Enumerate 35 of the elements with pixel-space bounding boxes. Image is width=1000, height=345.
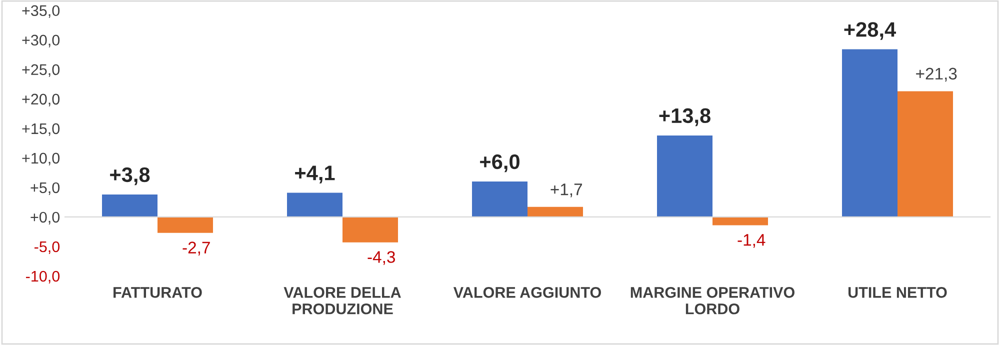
bar	[158, 216, 213, 233]
y-tick-label: -10,0	[26, 270, 60, 284]
x-tick-label: MARGINE OPERATIVO LORDO	[630, 287, 794, 314]
data-label: +6,0	[480, 154, 520, 172]
y-tick-label: +15,0	[22, 123, 60, 136]
y-tick-label: +10,0	[22, 152, 60, 166]
bar	[842, 49, 898, 217]
y-tick-label: +25,0	[22, 64, 60, 77]
x-tick-label: UTILE NETTO	[848, 287, 947, 298]
bar	[528, 206, 583, 217]
x-tick-label: VALORE AGGIUNTO	[453, 287, 601, 298]
y-tick-label: +35,0	[22, 5, 60, 18]
bar	[712, 216, 768, 226]
data-label: +28,4	[844, 22, 896, 40]
data-label: +21,3	[916, 68, 957, 82]
y-tick-label: -5,0	[34, 241, 60, 254]
bar	[342, 216, 398, 242]
bar	[287, 192, 342, 217]
x-tick-label: VALORE DELLA PRODUZIONE	[284, 287, 401, 314]
data-label: +1,7	[550, 184, 582, 198]
data-label: -4,3	[368, 251, 395, 265]
bar	[472, 182, 528, 217]
bar	[102, 194, 158, 217]
y-tick-label: +30,0	[22, 34, 60, 48]
y-tick-label: +20,0	[22, 94, 60, 106]
y-tick-label: +0,0	[30, 212, 60, 224]
bar	[657, 136, 712, 217]
x-tick-label: FATTURATO	[114, 287, 202, 298]
data-label: -1,4	[738, 234, 766, 248]
data-label: -2,7	[182, 242, 210, 256]
y-tick-label: +5,0	[30, 182, 60, 195]
bar	[898, 91, 953, 217]
data-label: +3,8	[110, 167, 150, 186]
data-label: +4,1	[295, 166, 335, 184]
data-label: +13,8	[659, 108, 710, 126]
